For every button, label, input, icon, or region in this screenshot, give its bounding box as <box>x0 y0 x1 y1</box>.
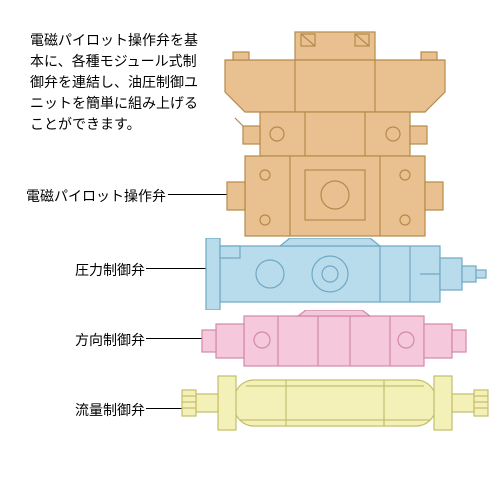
module-pressure <box>200 238 490 310</box>
label-pilot: 電磁パイロット操作弁 <box>26 186 166 206</box>
module-flow <box>176 372 494 434</box>
module-pilot <box>205 30 465 238</box>
label-flow: 流量制御弁 <box>75 400 145 420</box>
label-pressure: 圧力制御弁 <box>75 260 145 280</box>
module-direction <box>198 310 478 372</box>
description-text: 電磁パイロット操作弁を基本に、各種モジュール式制御弁を連結し、油圧制御ユニットを… <box>30 30 205 135</box>
label-direction: 方向制御弁 <box>75 330 145 350</box>
